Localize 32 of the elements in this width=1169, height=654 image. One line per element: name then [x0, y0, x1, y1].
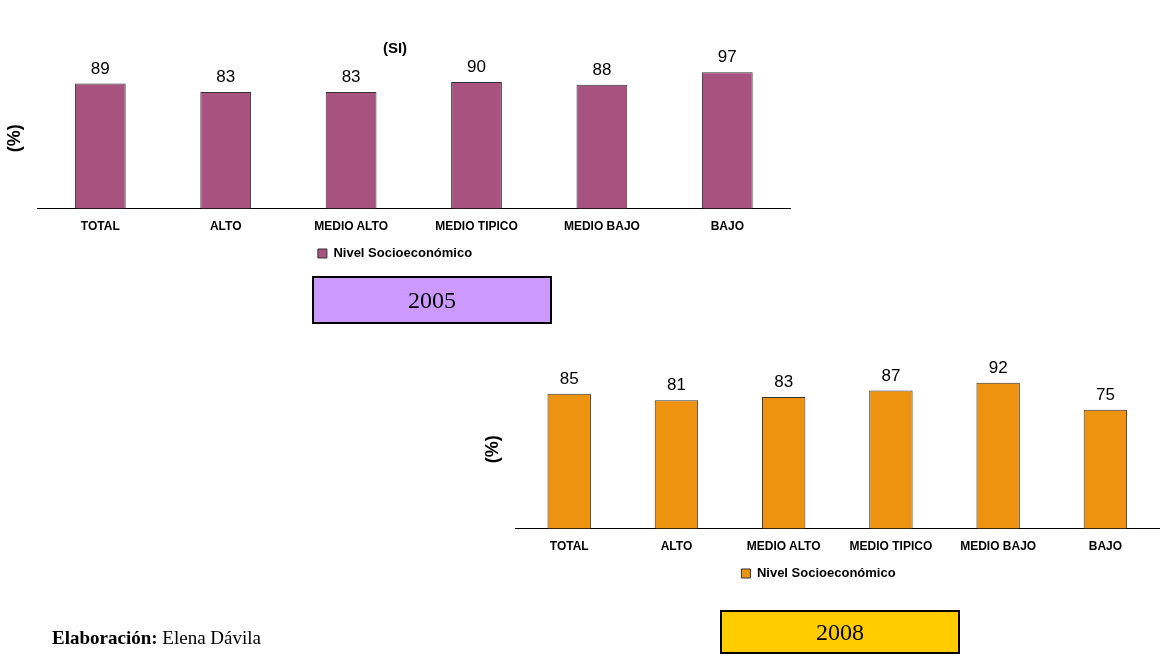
- x-tick-label: MEDIO BAJO: [563, 219, 640, 234]
- x-tick-label: BAJO: [710, 219, 744, 234]
- data-label: 83: [216, 67, 236, 87]
- x-tick-label: MEDIO BAJO: [960, 539, 1037, 554]
- x-tick-label: MEDIO ALTO: [746, 539, 821, 554]
- data-label: 75: [1095, 384, 1115, 404]
- x-tick-label: MEDIO TIPICO: [849, 539, 933, 554]
- text: 2005: [408, 286, 456, 314]
- text: 2008: [816, 618, 864, 646]
- data-label: 85: [559, 368, 579, 388]
- y-axis-title: (%): [481, 435, 502, 464]
- data-label: 89: [90, 58, 110, 78]
- legend-label: Nivel Socioeconómico: [756, 565, 896, 581]
- x-tick-label: TOTAL: [80, 219, 120, 234]
- x-tick-label: TOTAL: [549, 539, 589, 554]
- data-label: 90: [467, 57, 486, 77]
- legend-label: Nivel Socioeconómico: [333, 245, 473, 261]
- data-label: 92: [988, 357, 1008, 377]
- text: Elaboración: Elena Dávila: [52, 627, 261, 649]
- x-tick-label: ALTO: [209, 219, 242, 234]
- data-label: 83: [774, 372, 794, 392]
- data-label: 88: [592, 60, 612, 80]
- x-tick-label: MEDIO ALTO: [314, 219, 388, 234]
- x-tick-label: MEDIO TIPICO: [435, 219, 518, 234]
- data-label: 97: [717, 47, 737, 67]
- data-label: 81: [666, 375, 686, 395]
- x-tick-label: ALTO: [660, 539, 693, 554]
- y-axis-title: (%): [3, 124, 24, 153]
- data-label: 87: [881, 365, 901, 385]
- chart-title: (SI): [382, 39, 408, 57]
- x-tick-label: BAJO: [1088, 539, 1123, 554]
- data-label: 83: [341, 67, 361, 87]
